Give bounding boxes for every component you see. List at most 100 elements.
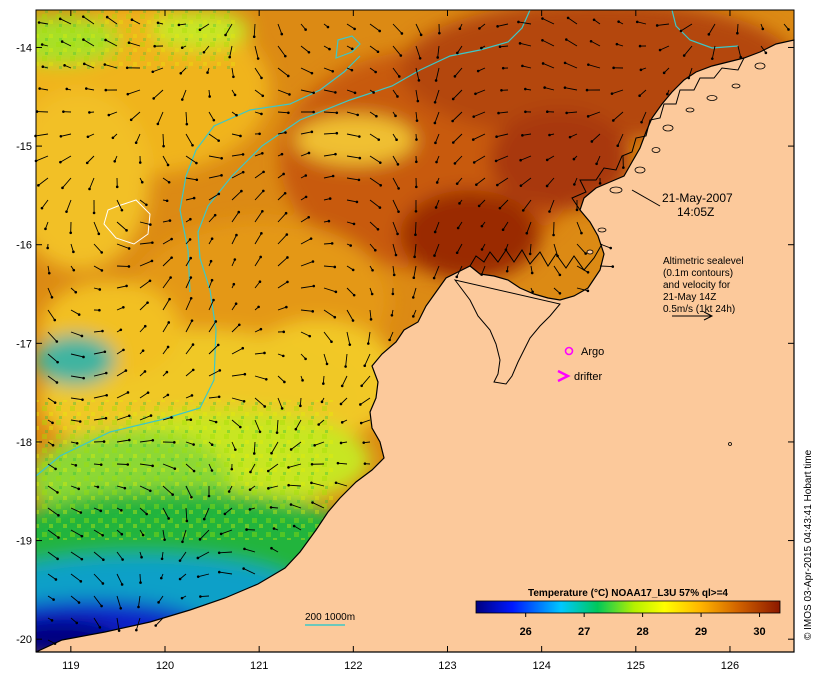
- velocity-vector-head: [266, 469, 270, 473]
- velocity-vector: [47, 309, 56, 321]
- velocity-vector: [435, 133, 440, 143]
- velocity-vector-head: [339, 441, 343, 445]
- velocity-vector-head: [371, 268, 374, 272]
- velocity-vector-head: [122, 348, 125, 352]
- velocity-vector: [135, 133, 141, 143]
- velocity-vector-head: [100, 269, 104, 272]
- velocity-vector-head: [363, 462, 367, 465]
- velocity-vector: [38, 177, 49, 186]
- velocity-vector: [93, 372, 107, 377]
- velocity-vector-head: [154, 624, 158, 627]
- velocity-vector: [323, 67, 333, 72]
- velocity-vector: [553, 287, 561, 294]
- velocity-vector: [323, 153, 336, 157]
- velocity-vector-head: [287, 466, 290, 469]
- velocity-vector: [708, 23, 716, 35]
- velocity-vector: [116, 392, 129, 399]
- velocity-vector-head: [348, 343, 352, 346]
- velocity-vector: [549, 199, 555, 212]
- velocity-vector: [312, 502, 325, 509]
- velocity-vector: [529, 243, 532, 254]
- velocity-vector-head: [375, 114, 378, 118]
- velocity-vector-head: [575, 208, 579, 212]
- velocity-vector: [244, 548, 256, 553]
- velocity-vector: [162, 529, 166, 540]
- velocity-vector-head: [209, 259, 213, 263]
- velocity-vector-head: [373, 248, 377, 252]
- velocity-vector: [456, 265, 463, 278]
- velocity-vector: [476, 177, 486, 185]
- velocity-vector-head: [233, 258, 237, 261]
- velocity-vector-head: [51, 421, 54, 425]
- velocity-vector-head: [388, 338, 391, 342]
- velocity-vector-head: [234, 302, 238, 306]
- velocity-vector: [231, 419, 241, 428]
- sealevel-line-1: Altimetric sealevel: [663, 256, 744, 267]
- velocity-vector-head: [151, 70, 155, 74]
- velocity-vector-head: [418, 56, 422, 60]
- velocity-vector-head: [263, 405, 267, 408]
- velocity-vector-head: [350, 68, 354, 72]
- velocity-vector: [452, 111, 463, 122]
- velocity-vector: [340, 397, 348, 405]
- velocity-vector: [588, 111, 601, 117]
- velocity-vector: [47, 551, 58, 560]
- velocity-vector-head: [145, 512, 148, 516]
- velocity-vector: [346, 155, 360, 159]
- x-tick-label: 126: [721, 660, 739, 672]
- velocity-vector: [277, 234, 288, 245]
- velocity-vector: [254, 190, 264, 201]
- velocity-vector-head: [125, 229, 128, 232]
- velocity-vector-head: [138, 161, 142, 164]
- y-tick-label: -18: [16, 437, 32, 449]
- velocity-vector: [60, 18, 72, 25]
- argo-label: Argo: [581, 346, 604, 358]
- velocity-vector-head: [238, 323, 241, 327]
- velocity-vector: [520, 177, 532, 187]
- velocity-vector: [60, 155, 72, 163]
- velocity-vector-head: [149, 414, 153, 417]
- velocity-vector-head: [518, 42, 522, 45]
- velocity-vector-head: [519, 158, 522, 162]
- velocity-vector: [254, 397, 266, 407]
- velocity-vector: [131, 19, 141, 25]
- velocity-vector-head: [166, 163, 170, 167]
- velocity-vector-head: [77, 487, 81, 491]
- velocity-vector-head: [92, 211, 96, 215]
- velocity-vector-head: [210, 469, 214, 472]
- velocity-vector-head: [333, 315, 337, 319]
- velocity-vector: [591, 133, 601, 142]
- velocity-vector: [229, 45, 233, 58]
- velocity-vector-head: [99, 463, 103, 466]
- velocity-vector: [185, 197, 195, 201]
- velocity-vector: [254, 89, 264, 97]
- velocity-vector: [231, 171, 244, 179]
- velocity-vector: [542, 63, 555, 69]
- velocity-vector-head: [189, 418, 193, 422]
- velocity-vector-head: [307, 215, 310, 219]
- velocity-vector-head: [75, 441, 79, 445]
- velocity-vector: [93, 351, 105, 355]
- velocity-vector-head: [127, 265, 131, 268]
- velocity-vector-head: [340, 421, 344, 424]
- velocity-vector-head: [41, 65, 45, 69]
- velocity-vector-head: [396, 232, 399, 236]
- velocity-vector-head: [379, 184, 383, 187]
- velocity-vector: [473, 133, 486, 140]
- velocity-vector: [434, 221, 440, 233]
- velocity-vector-head: [521, 64, 524, 68]
- velocity-vector-head: [524, 110, 527, 114]
- velocity-vector: [185, 344, 194, 355]
- velocity-vector-head: [103, 350, 107, 354]
- velocity-vector-head: [434, 206, 438, 209]
- velocity-vector-head: [220, 156, 223, 160]
- velocity-vector: [162, 277, 172, 289]
- latitude-axis: -14 -15 -16 -17 -18 -19 -20: [16, 42, 794, 646]
- velocity-vector-head: [456, 51, 459, 55]
- velocity-vector-head: [189, 276, 193, 279]
- velocity-vector-head: [761, 27, 765, 31]
- velocity-vector-head: [119, 607, 123, 610]
- velocity-vector-head: [531, 290, 534, 294]
- velocity-vector-head: [586, 115, 590, 118]
- velocity-vector: [475, 89, 486, 95]
